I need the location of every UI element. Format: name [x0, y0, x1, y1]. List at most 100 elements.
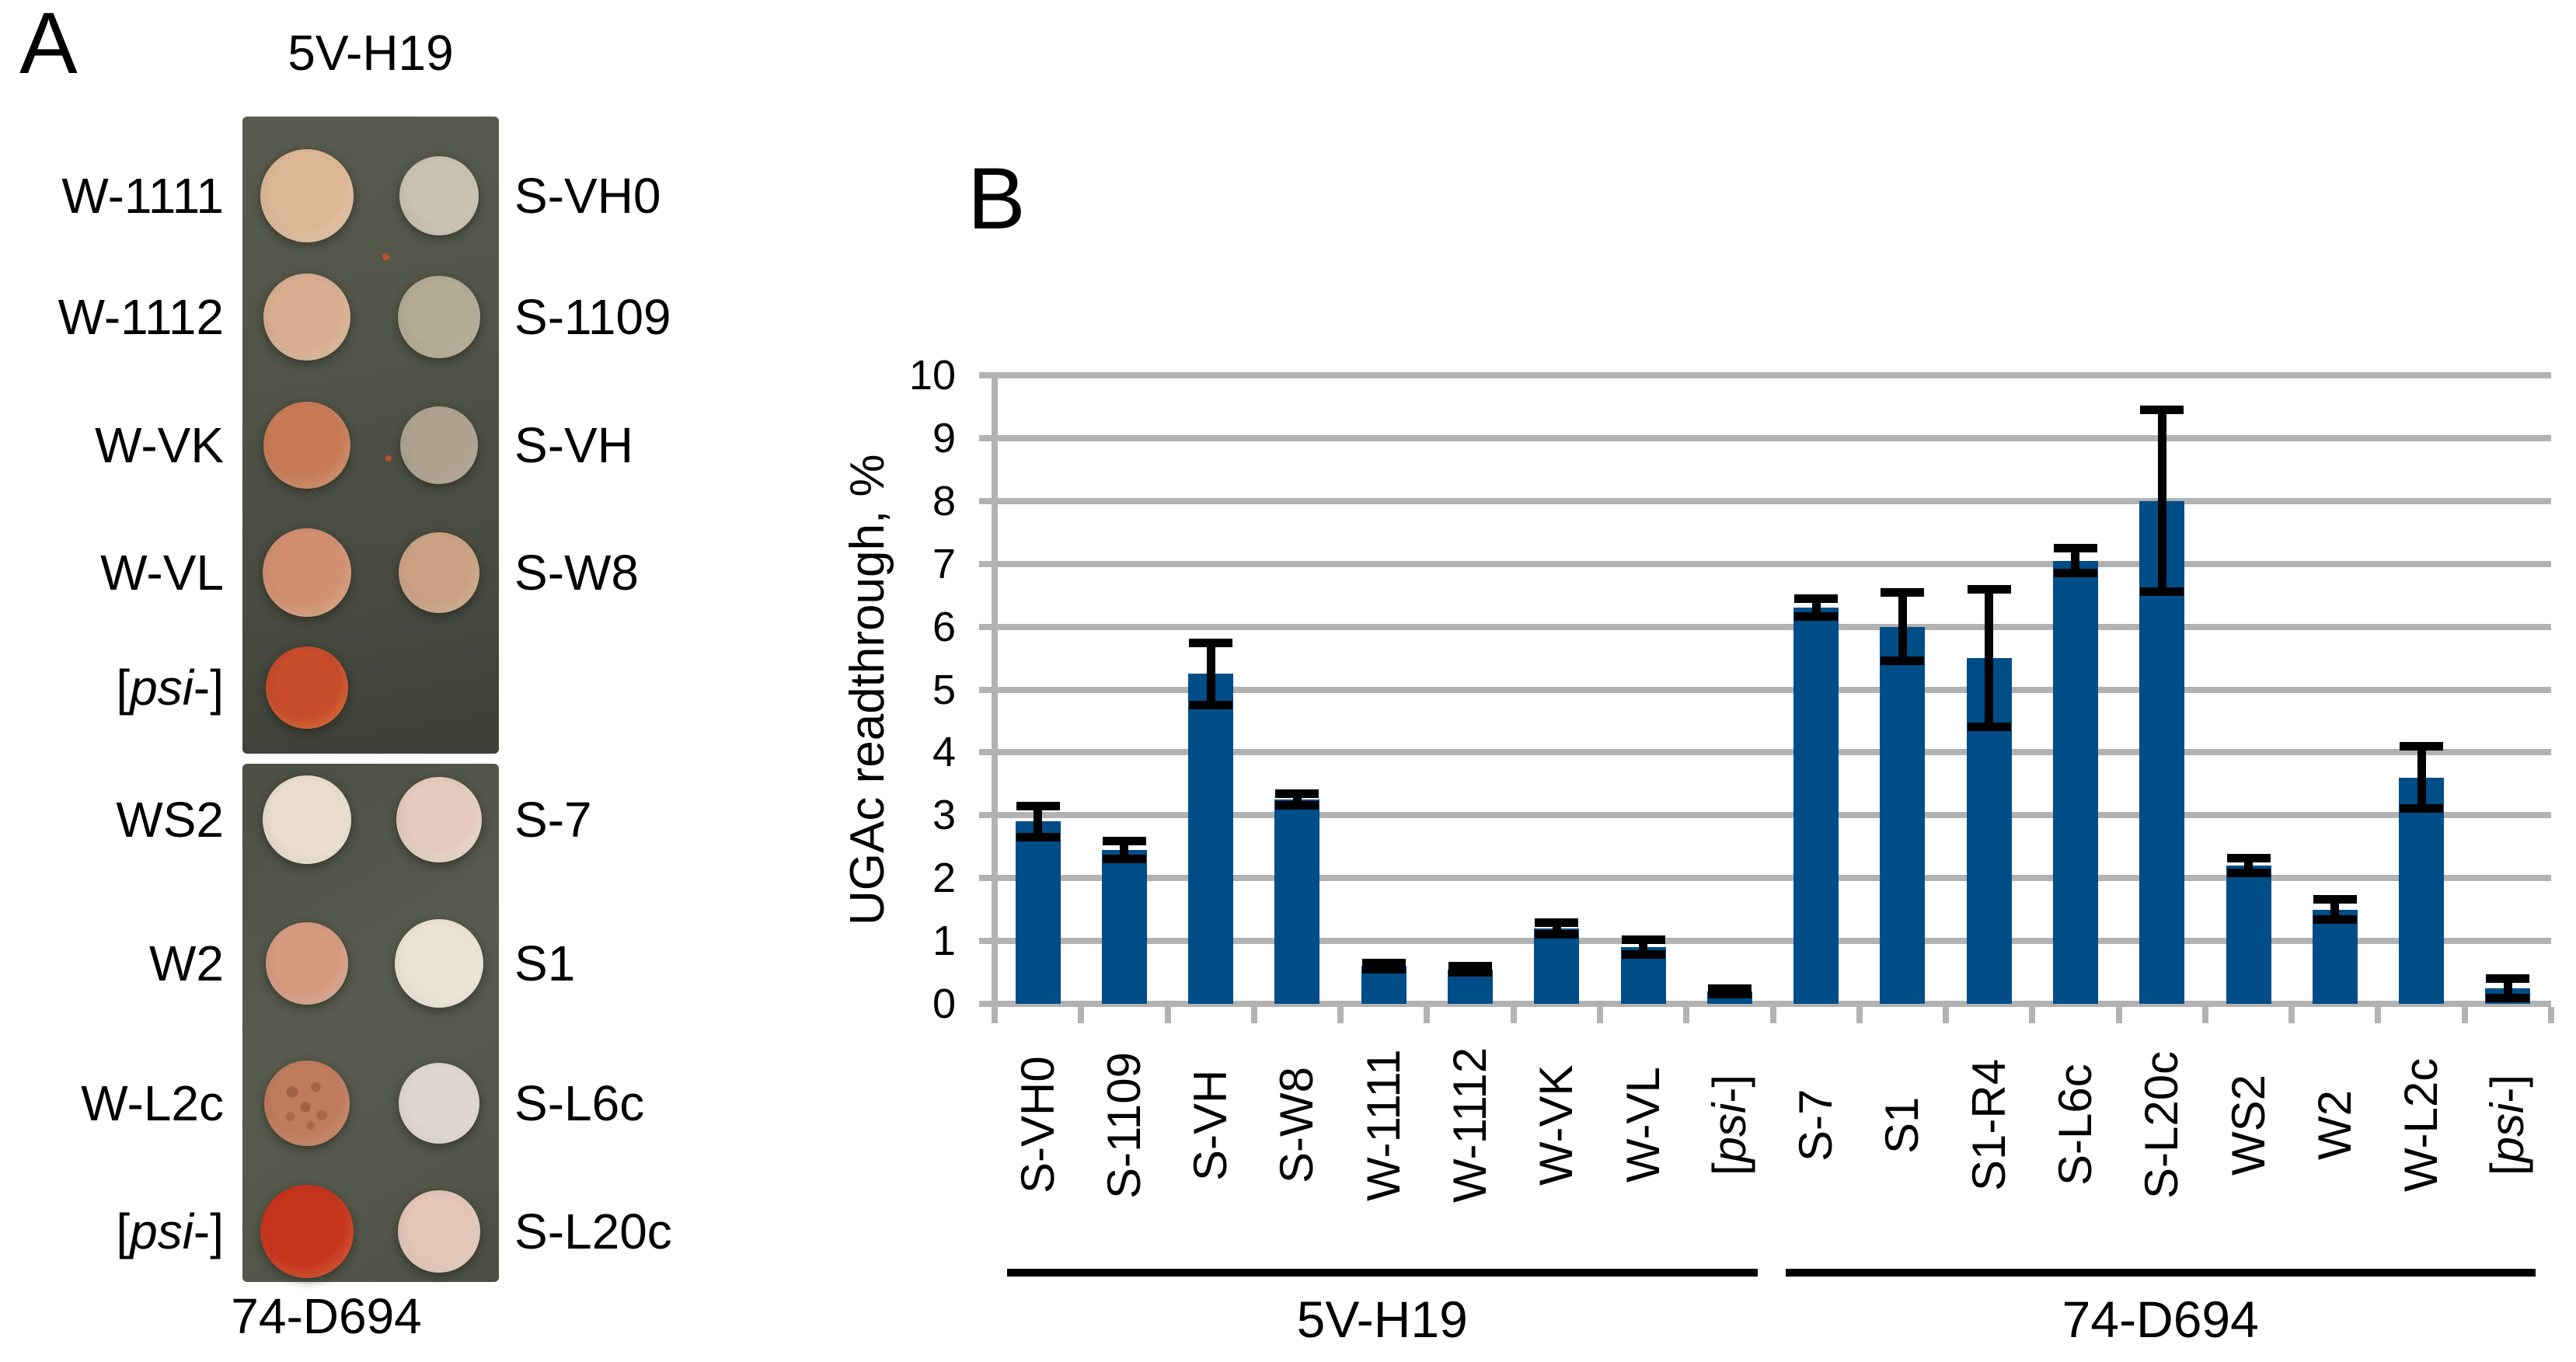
colony-S-L6c: [399, 1063, 479, 1144]
error-cap-bottom-W-VL: [1621, 949, 1665, 959]
row-label-S-W8: S-W8: [514, 545, 639, 601]
x-tick-label-W2: W2: [2308, 1090, 2361, 1160]
colony-W-1111: [260, 149, 354, 242]
bar-S-VH: [1188, 674, 1234, 1004]
y-axis-line: [992, 372, 998, 1023]
x-tick: [1250, 1007, 1257, 1023]
y-tick-label-3: 3: [932, 792, 956, 839]
colony-W-L2c: [264, 1061, 350, 1146]
gridline-7: [979, 560, 2551, 567]
error-cap-top-[psi-]: [2486, 974, 2530, 983]
colony-WS2: [263, 775, 351, 864]
gridline-5: [979, 686, 2551, 693]
bar-W2: [2312, 909, 2358, 1004]
x-tick-label-[psi-]: [psi-]: [1703, 1074, 1755, 1176]
x-tick: [2029, 1007, 2036, 1023]
group-line-5V-H19: [1007, 1269, 1758, 1277]
bar-W-L2c: [2399, 777, 2445, 1004]
error-cap-bottom-S-VH: [1189, 700, 1233, 709]
x-tick: [1424, 1007, 1431, 1023]
colony-S-VH0: [399, 156, 479, 235]
gridline-6: [979, 623, 2551, 630]
colony-S-W8: [399, 532, 479, 613]
row-label-S-VH: S-VH: [514, 417, 633, 473]
bar-S-W8: [1274, 799, 1320, 1004]
x-tick-label-S-7: S-7: [1790, 1089, 1842, 1162]
row-label-[psi-]: [psi-]: [116, 1204, 224, 1259]
x-tick: [1683, 1007, 1690, 1023]
row-label-[psi-]: [psi-]: [116, 660, 224, 716]
plate-bottom-caption: 74-D694: [231, 1288, 422, 1344]
error-cap-top-W-L2c: [2400, 742, 2444, 751]
gridline-3: [979, 812, 2551, 819]
x-tick-label-W-L2c: W-L2c: [2395, 1057, 2448, 1193]
x-tick-label-S1: S1: [1876, 1096, 1929, 1154]
gridline-8: [979, 497, 2551, 504]
error-cap-bottom-[psi-]: [2486, 993, 2530, 1002]
x-tick-label-S-W8: S-W8: [1271, 1067, 1323, 1183]
error-cap-bottom-S1: [1881, 657, 1925, 666]
gridline-2: [979, 875, 2551, 882]
x-tick: [1943, 1007, 1950, 1023]
row-label-WS2: WS2: [116, 792, 224, 848]
row-label-S-VH0: S-VH0: [514, 168, 661, 224]
error-cap-top-WS2: [2226, 854, 2271, 863]
gridline-4: [979, 749, 2551, 756]
error-cap-top-S-1109: [1102, 836, 1146, 845]
error-cap-bottom-W-1111: [1361, 965, 1406, 974]
error-cap-bottom-W-1112: [1448, 968, 1493, 977]
x-tick-label-[psi-]: [psi-]: [2481, 1074, 2534, 1176]
x-tick: [2548, 1007, 2554, 1023]
colony-S-L20c: [398, 1190, 480, 1273]
bar-S-VH0: [1015, 821, 1061, 1004]
error-cap-top-W-1111: [1361, 958, 1406, 967]
panel-b-label: B: [967, 150, 1026, 247]
row-label-W2: W2: [149, 935, 224, 991]
row-label-S1: S1: [514, 935, 576, 991]
error-bar-S-L6c: [2071, 548, 2080, 573]
error-cap-top-S-VH0: [1016, 802, 1060, 811]
colony-W-VK: [263, 402, 350, 489]
x-tick: [1510, 1007, 1517, 1023]
x-tick-label-W-VL: W-VL: [1616, 1067, 1669, 1183]
bar-W-VK: [1534, 928, 1580, 1004]
x-tick: [2115, 1007, 2122, 1023]
colony-W-1112: [263, 273, 350, 361]
error-cap-top-W-VK: [1535, 918, 1579, 927]
row-label-S-L6c: S-L6c: [514, 1075, 645, 1131]
error-bar-S-VH: [1206, 642, 1215, 705]
error-bar-S-L20c: [2157, 409, 2166, 593]
error-cap-bottom-S-L6c: [2053, 568, 2097, 577]
x-tick-label-S-L6c: S-L6c: [2048, 1064, 2101, 1186]
y-tick-label-1: 1: [932, 918, 956, 965]
error-bar-WS2: [2244, 858, 2254, 873]
bottom-plate: [242, 764, 499, 1282]
x-tick-label-W-1112: W-1112: [1444, 1047, 1497, 1204]
x-tick: [2375, 1007, 2382, 1023]
x-tick: [1164, 1007, 1171, 1023]
x-tick: [992, 1007, 998, 1023]
colony-S-7: [396, 777, 482, 862]
error-cap-bottom-S1-R4: [1967, 723, 2011, 732]
gridline-9: [979, 434, 2551, 441]
y-tick-label-4: 4: [932, 729, 956, 776]
x-tick: [2201, 1007, 2208, 1023]
x-tick-label-S-1109: S-1109: [1097, 1051, 1150, 1199]
error-cap-top-S1: [1881, 588, 1925, 597]
x-tick-label-S-VH0: S-VH0: [1011, 1056, 1064, 1194]
bar-S1: [1880, 626, 1926, 1004]
bar-S-7: [1793, 608, 1839, 1004]
row-label-S-7: S-7: [514, 792, 592, 848]
x-tick-label-W-VK: W-VK: [1530, 1064, 1583, 1186]
x-tick-label-S-VH: S-VH: [1184, 1069, 1237, 1181]
colony-W-VL: [263, 528, 351, 617]
error-cap-bottom-S-L20c: [2140, 587, 2184, 597]
colony-W2: [266, 922, 348, 1005]
group-line-74-D694: [1785, 1269, 2536, 1277]
bar-WS2: [2226, 866, 2271, 1004]
bar-S-1109: [1101, 849, 1147, 1004]
row-label-W-L2c: W-L2c: [81, 1075, 224, 1131]
error-cap-bottom-W-VK: [1535, 930, 1579, 939]
error-bar-S1: [1898, 592, 1907, 662]
group-label-5V-H19: 5V-H19: [1296, 1291, 1468, 1348]
